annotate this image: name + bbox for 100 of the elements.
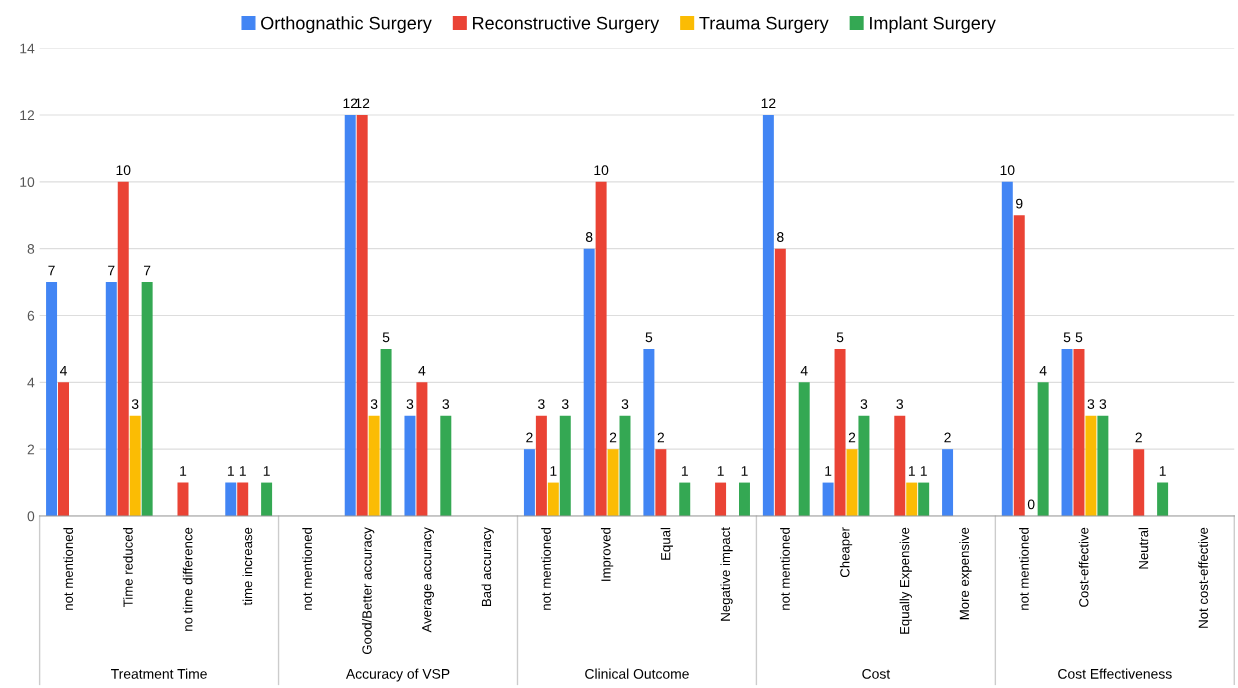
data-label: 7 — [108, 265, 115, 276]
legend-label: Orthognathic Surgery — [261, 16, 432, 34]
data-label: 1 — [1159, 466, 1166, 476]
data-label: 12 — [761, 98, 776, 109]
x-tick-label: Good/Better accuracy — [362, 527, 375, 655]
bar — [822, 482, 834, 516]
x-tick-label: Negative impact — [720, 527, 733, 621]
bar — [715, 482, 727, 516]
x-tick-label: Not cost-effective — [1198, 527, 1208, 628]
y-tick-label: 4 — [27, 377, 35, 388]
data-label: 5 — [382, 332, 390, 343]
bar — [141, 282, 153, 516]
data-label: 3 — [538, 399, 545, 409]
data-label: 12 — [343, 98, 358, 109]
y-tick-label: 10 — [20, 177, 35, 187]
y-tick-label: 8 — [27, 244, 35, 254]
bar — [117, 181, 129, 516]
bar — [1097, 415, 1109, 516]
data-label: 1 — [550, 466, 557, 476]
bar — [1013, 215, 1025, 516]
bar — [1073, 348, 1085, 516]
bar — [1061, 348, 1073, 516]
data-label: 10 — [594, 165, 609, 176]
data-label: 7 — [48, 265, 55, 276]
x-tick-label: not mentioned — [302, 527, 312, 610]
data-label: 3 — [131, 399, 139, 409]
data-label: 12 — [355, 98, 370, 109]
x-tick-label: Neutral — [1138, 527, 1149, 569]
y-tick-label: 14 — [20, 43, 35, 54]
data-label: 5 — [836, 332, 844, 343]
bar — [619, 415, 631, 516]
x-tick-label: Improved — [600, 527, 614, 581]
bar — [58, 382, 69, 516]
bar — [237, 482, 249, 516]
x-tick-label: Cheaper — [839, 527, 853, 578]
data-label: 10 — [116, 165, 131, 176]
text: Accuracy of VSP — [345, 668, 450, 682]
x-tick-label: time increase — [242, 527, 253, 606]
data-label: 1 — [263, 466, 270, 476]
data-label: 1 — [825, 466, 832, 476]
x-tick-label: not mentioned — [1019, 527, 1029, 610]
text: Cost Effectiveness — [1058, 668, 1172, 679]
bar — [404, 415, 416, 516]
x-tick-label: Equally Expensive — [899, 527, 912, 634]
bar — [834, 348, 846, 516]
data-label: 2 — [1135, 432, 1142, 443]
x-tick-label: not mentioned — [63, 527, 74, 610]
data-label: 2 — [657, 432, 665, 443]
bar — [129, 415, 141, 516]
x-tick-label: Time reduced — [123, 527, 133, 607]
data-label: 3 — [860, 399, 868, 409]
data-label: 1 — [227, 466, 234, 476]
bar — [738, 482, 750, 516]
data-label: 4 — [59, 365, 67, 376]
data-label: 3 — [1099, 399, 1107, 409]
x-tick-label: Bad accuracy — [481, 527, 494, 606]
x-tick-label: Equal — [660, 527, 673, 560]
bar — [583, 248, 595, 516]
data-label: 4 — [800, 365, 808, 376]
bar — [46, 282, 58, 516]
data-label: 3 — [896, 399, 904, 409]
bar — [858, 415, 870, 516]
data-label: 4 — [1039, 365, 1047, 376]
data-label: 7 — [143, 265, 151, 276]
bar — [1157, 482, 1169, 516]
data-label: 3 — [621, 399, 629, 409]
x-tick-label: Cost-effective — [1078, 527, 1089, 607]
bar — [942, 449, 954, 516]
data-label: 5 — [645, 332, 653, 343]
bar — [1001, 181, 1013, 516]
data-label: 1 — [741, 466, 748, 476]
data-label: 4 — [418, 365, 426, 376]
legend-label: Trauma Surgery — [699, 16, 829, 34]
bar — [368, 415, 380, 516]
data-label: 1 — [180, 466, 187, 476]
data-label: 5 — [1063, 332, 1071, 343]
data-label: 8 — [777, 232, 784, 242]
data-label: 3 — [370, 399, 378, 409]
data-label: 10 — [1000, 165, 1015, 176]
bar — [774, 248, 786, 516]
data-label: 2 — [944, 432, 951, 443]
bar — [595, 181, 607, 516]
x-tick-label: not mentioned — [541, 527, 551, 610]
data-label: 3 — [561, 399, 569, 409]
bar — [798, 382, 810, 516]
data-label: 2 — [848, 432, 856, 443]
bar — [559, 415, 571, 516]
bar — [894, 415, 906, 516]
bar — [177, 482, 189, 516]
data-label: 1 — [920, 466, 927, 476]
data-label: 1 — [239, 466, 246, 476]
data-label: 9 — [1016, 198, 1023, 209]
bar — [105, 282, 117, 516]
data-label: 3 — [406, 399, 414, 409]
y-tick-label: 6 — [27, 310, 35, 321]
bar — [1133, 449, 1145, 516]
bar — [643, 348, 655, 516]
x-tick-label: Average accuracy — [422, 527, 435, 633]
data-label: 1 — [681, 466, 688, 476]
text: Clinical Outcome — [585, 668, 689, 679]
